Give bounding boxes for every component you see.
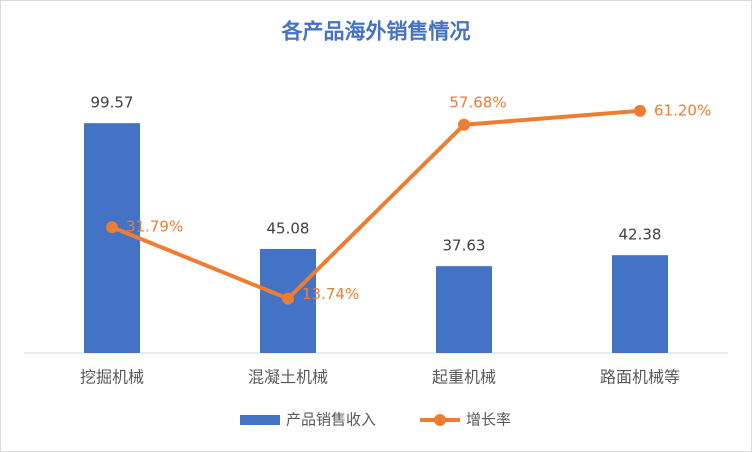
legend-label: 产品销售收入: [286, 411, 376, 429]
chart-title: 各产品海外销售情况: [281, 19, 471, 44]
marker: [634, 104, 646, 117]
x-tick-label: 路面机械等: [600, 368, 680, 387]
marker: [458, 118, 470, 131]
legend-swatch: [434, 414, 446, 426]
data-label: 37.63: [443, 237, 486, 255]
data-label: 31.79%: [126, 218, 183, 236]
legend-swatch: [240, 415, 280, 425]
x-tick-label: 挖掘机械: [80, 368, 144, 387]
line: [111, 108, 641, 301]
data-label: 61.20%: [654, 101, 711, 119]
x-tick-label: 混凝土机械: [248, 368, 328, 387]
data-label: 13.74%: [302, 285, 359, 303]
bar: [612, 255, 668, 353]
data-label: 57.68%: [449, 93, 506, 111]
marker: [106, 221, 118, 234]
bar: [84, 123, 140, 354]
data-label: 42.38: [619, 226, 662, 244]
data-label: 45.08: [267, 219, 310, 237]
x-tick-label: 起重机械: [432, 368, 496, 387]
legend-label: 增长率: [466, 411, 511, 429]
data-label: 99.57: [91, 94, 134, 112]
bar: [436, 266, 492, 353]
marker: [282, 292, 294, 305]
